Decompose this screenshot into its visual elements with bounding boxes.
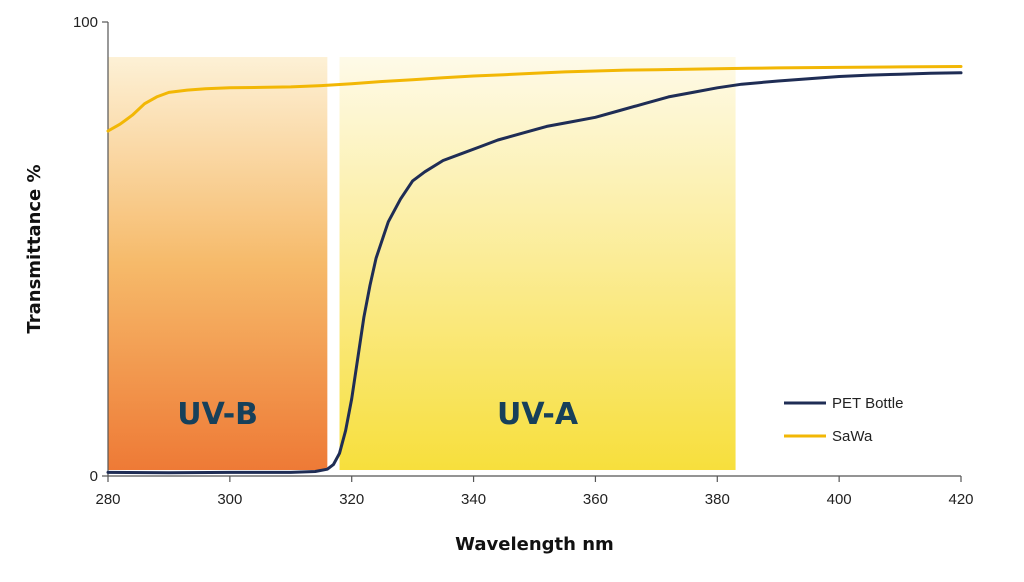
band-uv-a bbox=[339, 57, 736, 470]
x-tick-label: 380 bbox=[705, 491, 730, 508]
x-tick-label: 400 bbox=[827, 491, 852, 508]
series-line-pet-bottle bbox=[106, 71, 963, 475]
y-tick-label: 0 bbox=[90, 468, 98, 485]
legend-label: PET Bottle bbox=[832, 395, 903, 412]
x-axis-title: Wavelength nm bbox=[455, 534, 614, 555]
legend: PET Bottle SaWa bbox=[784, 395, 903, 445]
x-tick-label: 280 bbox=[95, 491, 120, 508]
legend-label: SaWa bbox=[832, 428, 873, 445]
band-label-uv-b: UV-B bbox=[177, 397, 258, 432]
x-tick-label: 420 bbox=[948, 491, 973, 508]
wavelength-bands bbox=[108, 57, 736, 470]
y-tick-label: 100 bbox=[73, 14, 98, 31]
axes: 280 300 320 340 360 380 400 420 0 100 Wavelength n… bbox=[24, 14, 974, 555]
data-series bbox=[106, 65, 963, 475]
series-line-sawa bbox=[106, 65, 963, 133]
x-tick-label: 360 bbox=[583, 491, 608, 508]
band-label-uv-a: UV-A bbox=[497, 397, 579, 432]
x-tick-label: 340 bbox=[461, 491, 486, 508]
band-labels: UV-B UV-A bbox=[177, 397, 579, 432]
x-tick-label: 320 bbox=[339, 491, 364, 508]
y-axis-title: Transmittance % bbox=[24, 164, 45, 333]
band-uv-b bbox=[108, 57, 328, 470]
x-tick-label: 300 bbox=[217, 491, 242, 508]
